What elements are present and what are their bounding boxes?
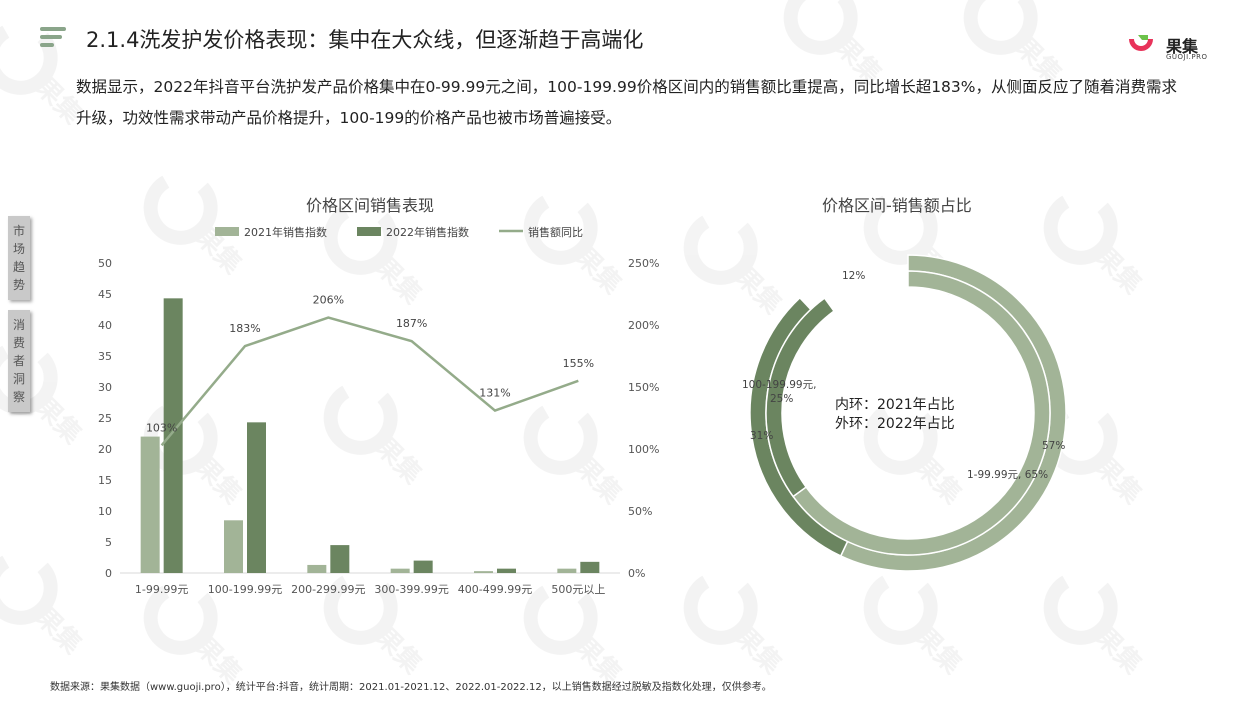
watermark-glyph [323,205,398,275]
menu-icon[interactable] [40,27,66,49]
bar-2021年销售指数 [390,568,410,573]
x-tick-label: 100-199.99元 [208,583,282,596]
watermark-glyph [683,215,758,285]
x-tick-label: 1-99.99元 [135,583,188,596]
inner-label-1-99: 1-99.99元, 65% [967,469,1048,481]
line-data-label: 187% [396,317,427,330]
donut-chart-title: 价格区间-销售额占比 [822,196,972,215]
legend-label: 2021年销售指数 [244,225,327,239]
bar-2022年销售指数 [247,422,266,573]
y-tick-label: 15 [98,474,112,487]
watermark-glyph [863,575,938,645]
y2-tick-label: 0% [628,567,645,580]
logo-subtext: GUOJI.PRO [1166,53,1208,61]
watermark-glyph [143,585,218,655]
watermark-glyph [863,195,938,265]
y2-tick-label: 150% [628,381,659,394]
outer-label-1-99: 57% [1042,440,1065,452]
y2-tick-label: 100% [628,443,659,456]
x-tick-label: 400-499.99元 [458,583,532,596]
line-data-label: 155% [563,357,594,370]
y-tick-label: 20 [98,443,112,456]
watermark-glyph [1043,195,1118,265]
bar-chart: 0 5 10 15 20 25 30 35 40 45 50 0% 50% 100% 150% 200% 250… [98,225,659,596]
watermark-glyph [683,575,758,645]
bar-2021年销售指数 [474,571,493,573]
y-tick-label: 40 [98,319,112,332]
donut-center-text: 内环：2021年占比 [835,397,955,413]
line-data-label: 183% [229,322,260,335]
line-data-label: 206% [313,294,344,307]
bar-2021年销售指数 [224,520,243,573]
watermark-glyph [0,555,58,625]
bar-chart-title: 价格区间销售表现 [306,196,435,215]
bar-2022年销售指数 [413,560,433,573]
line-data-label: 103% [146,421,177,434]
y-tick-label: 5 [105,536,112,549]
y-tick-label: 25 [98,412,112,425]
inner-ring-segment [765,297,835,498]
watermark-glyph [323,385,398,455]
y-tick-label: 35 [98,350,112,363]
watermark-glyph [523,195,598,265]
bar-2022年销售指数 [163,298,183,573]
legend-swatch [357,227,381,236]
brand-logo: 果集 GUOJI.PRO [1122,30,1208,64]
watermark-glyph [143,175,218,245]
x-tick-label: 300-399.99元 [374,583,448,596]
legend-label: 销售额同比 [528,225,583,239]
bar-2022年销售指数 [330,545,350,573]
outer-label-100-199: 31% [750,430,773,442]
outer-label-other: 12% [842,270,865,282]
page-title: 2.1.4洗发护发价格表现：集中在大众线，但逐渐趋于高端化 [86,28,644,52]
y-tick-label: 0 [105,567,112,580]
legend-swatch [215,227,239,236]
y2-tick-label: 50% [628,505,652,518]
x-tick-label: 500元以上 [551,583,605,596]
donut-chart: 12% 57% 31% 1-99.99元, 65% 100-199.99元, 25% 内环：… [742,254,1067,572]
y2-tick-label: 200% [628,319,659,332]
y-tick-label: 45 [98,288,112,301]
y-tick-label: 50 [98,257,112,270]
watermark-glyph [0,25,58,95]
side-tabs: 市场趋势 消费者洞察 [8,216,30,422]
footnote: 数据来源：果集数据（www.guoji.pro），统计平台:抖音，统计周期：20… [50,682,772,693]
bar-2021年销售指数 [307,564,327,573]
outer-ring-segment [839,254,1067,572]
y-tick-label: 30 [98,381,112,394]
bar-2022年销售指数 [580,561,600,573]
x-tick-label: 200-299.99元 [291,583,365,596]
logo-text: 果集 [1166,37,1199,56]
inner-label-100-199: 100-199.99元, [742,379,816,391]
intro-paragraph: 数据显示，2022年抖音平台洗护发产品价格集中在0-99.99元之间，100-1… [76,78,1178,127]
watermark-glyph [863,405,938,475]
side-tab-consumer-insight[interactable]: 消费者洞察 [8,310,30,412]
watermark-glyph [783,0,858,55]
watermark-glyph [963,0,1038,55]
bar-2022年销售指数 [497,568,516,573]
watermark-glyph [523,585,598,655]
inner-label-100-199-pct: 25% [770,393,793,405]
watermark-glyph [1043,575,1118,645]
y2-tick-label: 250% [628,257,659,270]
watermark-glyph [523,405,598,475]
y-tick-label: 10 [98,505,112,518]
line-data-label: 131% [479,387,510,400]
line-series [160,316,579,447]
logo-icon [1129,35,1153,51]
side-tab-market-trend[interactable]: 市场趋势 [8,216,30,300]
legend-label: 2022年销售指数 [386,225,469,239]
bar-2021年销售指数 [140,436,160,573]
bar-2021年销售指数 [557,568,577,573]
watermark-glyph [323,575,398,645]
donut-center-text: 外环：2022年占比 [835,416,955,432]
